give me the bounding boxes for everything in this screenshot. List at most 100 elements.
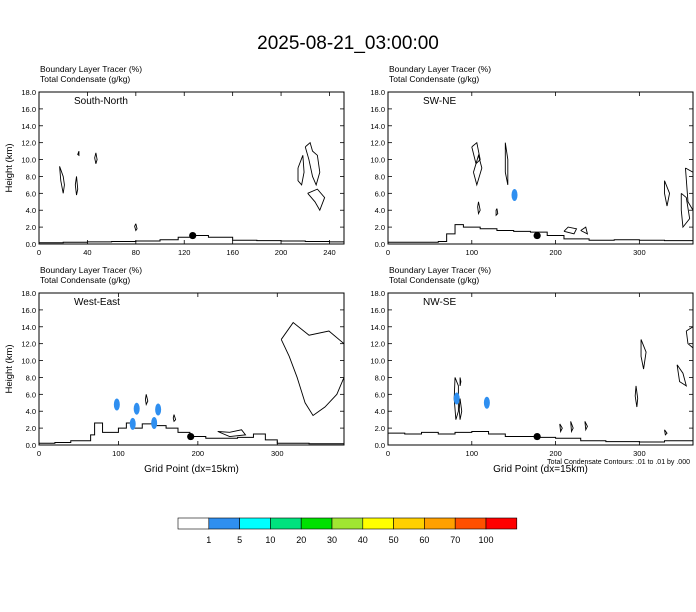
condensate-contour bbox=[459, 377, 462, 386]
y-tick-label: 2.0 bbox=[375, 424, 385, 433]
colorbar-label: 100 bbox=[478, 535, 493, 545]
condensate-contour bbox=[471, 141, 481, 165]
y-tick-label: 0.0 bbox=[375, 240, 385, 249]
tracer-blob bbox=[151, 417, 158, 430]
plot-frame bbox=[387, 91, 694, 245]
colorbar-swatch bbox=[208, 517, 240, 530]
condensate-contour bbox=[685, 167, 694, 212]
colorbar-label: 40 bbox=[358, 535, 368, 545]
x-tick-label: 300 bbox=[633, 449, 646, 458]
y-tick-label: 6.0 bbox=[375, 189, 385, 198]
y-tick-label: 14.0 bbox=[21, 323, 36, 332]
condensate-contour bbox=[473, 153, 483, 187]
y-tick-label: 0.0 bbox=[375, 441, 385, 450]
condensate-contour bbox=[458, 398, 463, 420]
location-marker bbox=[533, 432, 541, 441]
condensate-contour bbox=[640, 339, 647, 370]
condensate-contour bbox=[664, 429, 668, 436]
condensate-contour bbox=[504, 142, 509, 185]
colorbar: 1 5 10 20 30 40 50 60 70 100 bbox=[177, 517, 518, 545]
y-tick-label: 12.0 bbox=[370, 340, 385, 349]
colorbar-swatch bbox=[300, 517, 333, 530]
y-tick-label: 2.0 bbox=[26, 223, 36, 232]
panel-header-condensate: Total Condensate (g/kg) bbox=[40, 74, 130, 84]
colorbar-swatch bbox=[331, 517, 364, 530]
colorbar-swatch bbox=[270, 517, 302, 530]
condensate-contour bbox=[59, 166, 65, 194]
condensate-contour bbox=[304, 141, 321, 187]
condensate-contour bbox=[77, 150, 80, 157]
colorbar-label: 5 bbox=[237, 535, 242, 545]
x-tick-label: 120 bbox=[178, 248, 191, 257]
tracer-blob bbox=[453, 392, 460, 405]
y-tick-label: 10.0 bbox=[370, 357, 385, 366]
condensate-contour bbox=[297, 155, 305, 186]
colorbar-swatch bbox=[424, 517, 456, 530]
y-tick-label: 4.0 bbox=[26, 206, 36, 215]
colorbar-swatch bbox=[362, 517, 394, 530]
y-tick-label: 10.0 bbox=[370, 156, 385, 165]
condensate-contour bbox=[307, 188, 326, 212]
y-tick-label: 16.0 bbox=[370, 105, 385, 114]
condensate-contour bbox=[563, 226, 578, 235]
panel-header-condensate: Total Condensate (g/kg) bbox=[389, 275, 479, 285]
y-tick-label: 6.0 bbox=[26, 189, 36, 198]
condensate-contour bbox=[664, 180, 671, 207]
panels-group: Boundary Layer Tracer (%)Total Condensat… bbox=[4, 64, 694, 475]
terrain-line bbox=[388, 430, 694, 443]
plot-frame bbox=[387, 292, 694, 446]
x-tick-label: 300 bbox=[271, 449, 284, 458]
colorbar-label: 50 bbox=[389, 535, 399, 545]
x-axis-title: Grid Point (dx=15km) bbox=[144, 464, 239, 475]
tracer-blob bbox=[483, 396, 490, 409]
y-tick-label: 12.0 bbox=[21, 340, 36, 349]
location-marker bbox=[533, 231, 541, 240]
x-tick-label: 200 bbox=[192, 449, 205, 458]
x-tick-label: 240 bbox=[323, 248, 336, 257]
colorbar-swatch bbox=[239, 517, 271, 530]
y-tick-label: 6.0 bbox=[26, 390, 36, 399]
x-tick-label: 200 bbox=[275, 248, 288, 257]
y-tick-label: 16.0 bbox=[21, 306, 36, 315]
location-marker bbox=[189, 231, 197, 240]
panel-header-tracer: Boundary Layer Tracer (%) bbox=[40, 265, 142, 275]
x-tick-label: 100 bbox=[112, 449, 125, 458]
y-tick-label: 8.0 bbox=[375, 172, 385, 181]
condensate-contour bbox=[634, 385, 639, 408]
y-tick-label: 4.0 bbox=[26, 407, 36, 416]
panel-south-north: Boundary Layer Tracer (%)Total Condensat… bbox=[4, 64, 345, 257]
y-tick-label: 16.0 bbox=[21, 105, 36, 114]
tracer-blob bbox=[133, 402, 140, 415]
x-tick-label: 300 bbox=[633, 248, 646, 257]
y-tick-label: 12.0 bbox=[21, 139, 36, 148]
y-tick-label: 2.0 bbox=[26, 424, 36, 433]
condensate-contour bbox=[280, 321, 345, 417]
figure-title: 2025-08-21_03:00:00 bbox=[257, 33, 439, 54]
y-tick-label: 18.0 bbox=[21, 289, 36, 298]
y-tick-label: 16.0 bbox=[370, 306, 385, 315]
tracer-blob bbox=[155, 403, 162, 416]
condensate-contour bbox=[680, 192, 691, 229]
tracer-blob bbox=[113, 398, 120, 411]
panel-header-tracer: Boundary Layer Tracer (%) bbox=[389, 265, 491, 275]
y-tick-label: 2.0 bbox=[375, 223, 385, 232]
condensate-contour bbox=[74, 176, 79, 196]
condensate-contour bbox=[584, 421, 588, 432]
condensate-contour bbox=[134, 223, 138, 232]
panel-label: West-East bbox=[74, 297, 120, 308]
y-tick-label: 0.0 bbox=[26, 441, 36, 450]
y-tick-label: 14.0 bbox=[370, 122, 385, 131]
colorbar-swatch bbox=[485, 517, 518, 530]
plot-frame bbox=[38, 292, 345, 446]
y-tick-label: 14.0 bbox=[370, 323, 385, 332]
y-tick-label: 18.0 bbox=[370, 88, 385, 97]
x-tick-label: 200 bbox=[549, 449, 562, 458]
tracer-blob bbox=[129, 417, 136, 430]
panel-header-condensate: Total Condensate (g/kg) bbox=[389, 74, 479, 84]
condensate-contour bbox=[144, 394, 149, 406]
y-tick-label: 8.0 bbox=[375, 373, 385, 382]
colorbar-swatch bbox=[454, 517, 487, 530]
panel-west-east: Boundary Layer Tracer (%)Total Condensat… bbox=[4, 265, 345, 475]
panel-label: South-North bbox=[74, 96, 128, 107]
colorbar-swatch bbox=[177, 517, 210, 530]
